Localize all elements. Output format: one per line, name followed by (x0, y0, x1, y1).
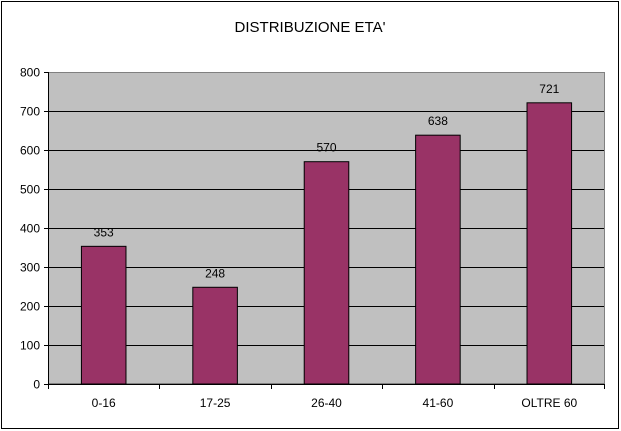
y-tick-label: 200 (20, 300, 40, 314)
bar-17-25 (192, 286, 238, 385)
bar-41-60 (415, 134, 461, 385)
data-label: 353 (94, 225, 114, 239)
y-tick-label: 500 (20, 183, 40, 197)
x-tick-label: 17-25 (200, 396, 231, 410)
data-label: 638 (428, 114, 448, 128)
x-tick-label: 41-60 (423, 396, 454, 410)
chart-title: DISTRIBUZIONE ETA' (235, 19, 386, 36)
y-tick-label: 600 (20, 144, 40, 158)
y-tick-label: 400 (20, 222, 40, 236)
y-tick-label: 0 (33, 378, 40, 392)
x-tick-label: 0-16 (92, 396, 116, 410)
data-label: 721 (539, 82, 559, 96)
x-tick-label: 26-40 (311, 396, 342, 410)
y-tick-label: 300 (20, 261, 40, 275)
bar-26-40 (303, 161, 350, 385)
bar-0-16 (80, 245, 127, 385)
data-label: 248 (205, 266, 225, 280)
y-tick-label: 100 (20, 339, 40, 353)
y-tick-label: 700 (20, 105, 40, 119)
y-tick-label: 800 (20, 66, 40, 80)
x-tick-label: OLTRE 60 (521, 396, 577, 410)
data-label: 570 (316, 141, 336, 155)
bar-oltre-60 (526, 102, 573, 385)
plot-area: 0 100 200 300 400 500 600 700 800 353 0-16 248 17-25… (20, 66, 605, 410)
